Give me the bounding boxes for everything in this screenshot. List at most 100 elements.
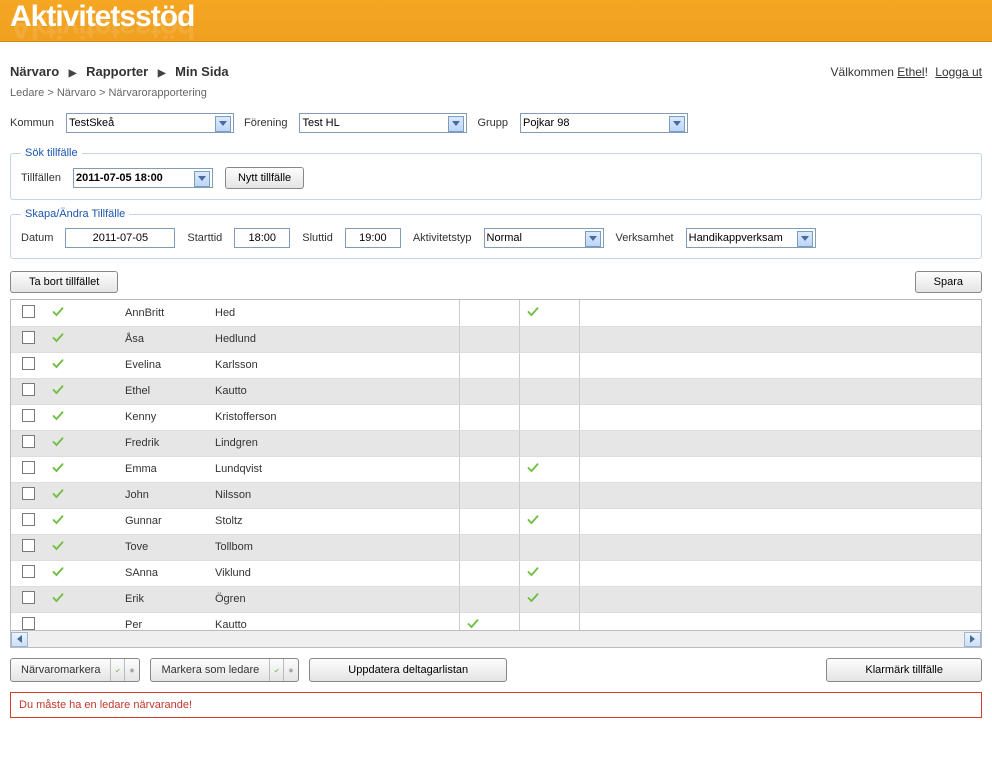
last-name: Ögren (209, 586, 459, 612)
nav-rapporter[interactable]: Rapporter (86, 64, 148, 79)
last-name: Viklund (209, 560, 459, 586)
table-row: KennyKristofferson (11, 404, 981, 430)
last-name: Karlsson (209, 352, 459, 378)
nav-sep-1: ▶ (69, 68, 77, 79)
first-name: Emma (119, 456, 209, 482)
first-name: Fredrik (119, 430, 209, 456)
check-icon (51, 357, 65, 373)
main-nav: Närvaro ▶ Rapporter ▶ Min Sida (10, 64, 235, 79)
table-row: ToveTollbom (11, 534, 981, 560)
check-icon (526, 513, 540, 529)
alert-message: Du måste ha en ledare närvarande! (10, 692, 982, 718)
row-checkbox[interactable] (22, 513, 35, 526)
slut-input[interactable] (345, 228, 401, 248)
participant-table: AnnBrittHedÅsaHedlundEvelinaKarlssonEthe… (10, 299, 982, 631)
start-label: Starttid (187, 232, 222, 244)
breadcrumb-2[interactable]: Närvarorapportering (108, 87, 206, 99)
row-checkbox[interactable] (22, 409, 35, 422)
verksamhet-select[interactable]: Handikappverksam (686, 228, 816, 248)
table-row: EthelKautto (11, 378, 981, 404)
table-row: FredrikLindgren (11, 430, 981, 456)
row-checkbox[interactable] (22, 539, 35, 552)
check-icon (51, 461, 65, 477)
narvaro-check-icon[interactable] (111, 659, 125, 681)
grupp-label: Grupp (477, 117, 508, 129)
row-checkbox[interactable] (22, 461, 35, 474)
check-icon (51, 539, 65, 555)
last-name: Lindgren (209, 430, 459, 456)
narvaro-button[interactable]: Närvaromarkera (11, 659, 111, 681)
first-name: Tove (119, 534, 209, 560)
save-button[interactable]: Spara (915, 271, 982, 293)
check-icon (51, 591, 65, 607)
last-name: Lundqvist (209, 456, 459, 482)
check-icon (466, 617, 480, 630)
row-checkbox[interactable] (22, 617, 35, 630)
aktivitet-select[interactable]: Normal (484, 228, 604, 248)
row-checkbox[interactable] (22, 487, 35, 500)
nytt-tillfalle-button[interactable]: Nytt tillfälle (225, 167, 304, 189)
row-checkbox[interactable] (22, 331, 35, 344)
tillfallen-select[interactable]: 2011-07-05 18:00 (73, 168, 213, 188)
last-name: Kautto (209, 612, 459, 630)
row-checkbox[interactable] (22, 383, 35, 396)
tillfallen-label: Tillfällen (21, 172, 61, 184)
table-row: EvelinaKarlsson (11, 352, 981, 378)
scroll-right-button[interactable] (964, 632, 981, 647)
first-name: Evelina (119, 352, 209, 378)
check-icon (51, 305, 65, 321)
first-name: Ethel (119, 378, 209, 404)
last-name: Kristofferson (209, 404, 459, 430)
ledare-check-icon[interactable] (270, 659, 284, 681)
nav-minsida[interactable]: Min Sida (175, 64, 228, 79)
sok-legend: Sök tillfälle (21, 147, 82, 159)
datum-label: Datum (21, 232, 53, 244)
check-icon (526, 565, 540, 581)
klarmark-button[interactable]: Klarmärk tillfälle (826, 658, 982, 682)
check-icon (51, 331, 65, 347)
first-name: John (119, 482, 209, 508)
first-name: SAnna (119, 560, 209, 586)
check-icon (526, 591, 540, 607)
last-name: Tollbom (209, 534, 459, 560)
welcome-prefix: Välkommen (831, 65, 898, 79)
row-checkbox[interactable] (22, 435, 35, 448)
kommun-select[interactable]: TestSkeå (66, 113, 234, 133)
table-row: PerKautto (11, 612, 981, 630)
last-name: Stoltz (209, 508, 459, 534)
grupp-select[interactable]: Pojkar 98 (520, 113, 688, 133)
app-title-reflect: Aktivitetsstöd (10, 10, 982, 44)
uppdatera-button[interactable]: Uppdatera deltagarlistan (309, 658, 507, 682)
ledare-clear-icon[interactable] (284, 659, 298, 681)
last-name: Kautto (209, 378, 459, 404)
narvaro-clear-icon[interactable] (125, 659, 139, 681)
breadcrumb-1[interactable]: Närvaro (57, 87, 96, 99)
table-row: ErikÖgren (11, 586, 981, 612)
row-checkbox[interactable] (22, 305, 35, 318)
nav-narvaro[interactable]: Närvaro (10, 64, 59, 79)
check-icon (526, 461, 540, 477)
delete-button[interactable]: Ta bort tillfället (10, 271, 118, 293)
start-input[interactable] (234, 228, 290, 248)
welcome-user[interactable]: Ethel (897, 65, 924, 79)
first-name: Erik (119, 586, 209, 612)
logout-link[interactable]: Logga ut (935, 65, 982, 79)
row-checkbox[interactable] (22, 357, 35, 370)
breadcrumb-0[interactable]: Ledare (10, 87, 44, 99)
datum-input[interactable] (65, 228, 175, 248)
kommun-label: Kommun (10, 117, 54, 129)
first-name: Gunnar (119, 508, 209, 534)
scroll-left-button[interactable] (11, 632, 28, 647)
welcome-text: Välkommen Ethel! Logga ut (831, 65, 982, 79)
row-checkbox[interactable] (22, 565, 35, 578)
forening-select[interactable]: Test HL (299, 113, 467, 133)
forening-label: Förening (244, 117, 287, 129)
ledare-button[interactable]: Markera som ledare (151, 659, 270, 681)
skapa-fieldset: Skapa/Ändra Tillfälle Datum Starttid Slu… (10, 208, 982, 259)
row-checkbox[interactable] (22, 591, 35, 604)
sok-fieldset: Sök tillfälle Tillfällen 2011-07-05 18:0… (10, 147, 982, 200)
last-name: Nilsson (209, 482, 459, 508)
horizontal-scrollbar[interactable] (10, 631, 982, 648)
table-row: SAnnaViklund (11, 560, 981, 586)
breadcrumb: Ledare > Närvaro > Närvarorapportering (0, 85, 992, 109)
